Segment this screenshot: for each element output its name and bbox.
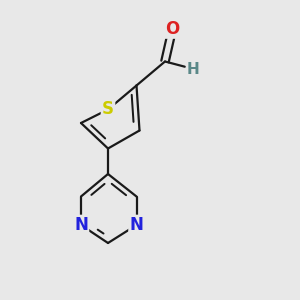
Text: H: H — [187, 61, 200, 76]
Text: N: N — [74, 216, 88, 234]
Text: O: O — [165, 20, 180, 38]
Text: N: N — [130, 216, 143, 234]
Text: S: S — [102, 100, 114, 118]
